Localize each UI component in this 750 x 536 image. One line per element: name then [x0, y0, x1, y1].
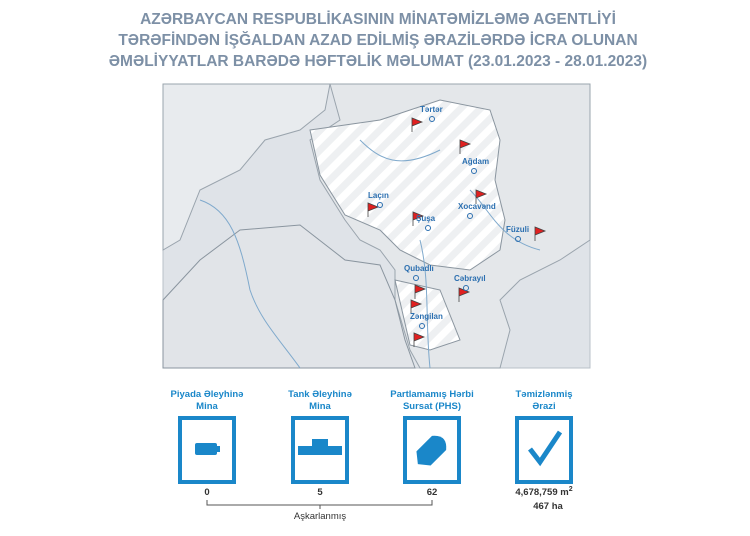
stat-label: Sursat (PHS) — [403, 401, 461, 412]
title-line: ƏMƏLİYYATLAR BARƏDƏ HƏFTƏLİK MƏLUMAT (23… — [109, 53, 647, 70]
place-marker — [471, 168, 477, 174]
stat-value: 5 — [317, 487, 323, 498]
stat-label: Mina — [309, 401, 331, 412]
title-line: AZƏRBAYCAN RESPUBLİKASININ MİNATƏMİZLƏMƏ… — [140, 11, 616, 28]
place-label: Xocavənd — [458, 202, 496, 211]
icon — [298, 439, 342, 455]
place-label: Tərtər — [420, 105, 443, 114]
flag — [459, 139, 472, 154]
place-label: Ağdam — [462, 157, 489, 166]
flag — [411, 117, 424, 132]
icon — [195, 443, 220, 455]
stat-value: 4,678,759 m2 — [515, 486, 572, 498]
flag — [534, 226, 547, 241]
place-marker — [467, 213, 473, 219]
stat-label: Partlamamış Hərbi — [390, 389, 473, 400]
stat-value-extra: 467 ha — [533, 501, 563, 512]
place-label: Zəngilan — [410, 312, 443, 321]
stat-label: Təmizlənmiş — [515, 389, 572, 400]
stat-value: 0 — [204, 487, 209, 498]
icon-box — [515, 416, 573, 484]
place-marker — [429, 116, 435, 122]
icon — [416, 435, 447, 466]
place-label: Şuşa — [416, 214, 436, 223]
icon-box — [178, 416, 236, 484]
icon-box — [291, 416, 349, 484]
flag — [413, 332, 426, 347]
stat-label: Tank Əleyhinə — [288, 389, 352, 400]
bracket — [206, 500, 433, 509]
place-label: Laçın — [368, 191, 389, 200]
title: AZƏRBAYCAN RESPUBLİKASININ MİNATƏMİZLƏMƏ… — [109, 11, 647, 70]
group-label: Aşkarlanmış — [294, 511, 347, 522]
title-line: TƏRƏFİNDƏN İŞĞALDAN AZAD EDİLMİŞ ƏRAZİLƏ… — [118, 31, 637, 49]
flag — [367, 202, 380, 217]
place-marker — [463, 285, 469, 291]
stat-label: Ərazi — [532, 401, 555, 412]
place-label: Füzuli — [506, 225, 529, 234]
stat-value: 62 — [427, 487, 438, 498]
place-marker — [419, 323, 425, 329]
flag — [410, 299, 423, 314]
place-label: Cəbrayıl — [454, 274, 486, 283]
icon — [528, 430, 563, 467]
icon-box — [403, 416, 461, 484]
stat-label: Mina — [196, 401, 218, 412]
map: Tərtər Ağdam Laçın Xocavənd Şuşa Füzuli Qubadl… — [162, 83, 591, 369]
place-label: Qubadlı — [404, 264, 434, 273]
flag — [414, 284, 427, 299]
place-marker — [425, 225, 431, 231]
flag — [475, 189, 488, 204]
superscript: 2 — [569, 486, 573, 493]
place-marker — [413, 275, 419, 281]
place-marker — [515, 236, 521, 242]
stat-label: Piyada Əleyhinə — [171, 389, 244, 400]
place-marker — [377, 202, 383, 208]
flag — [412, 211, 425, 226]
